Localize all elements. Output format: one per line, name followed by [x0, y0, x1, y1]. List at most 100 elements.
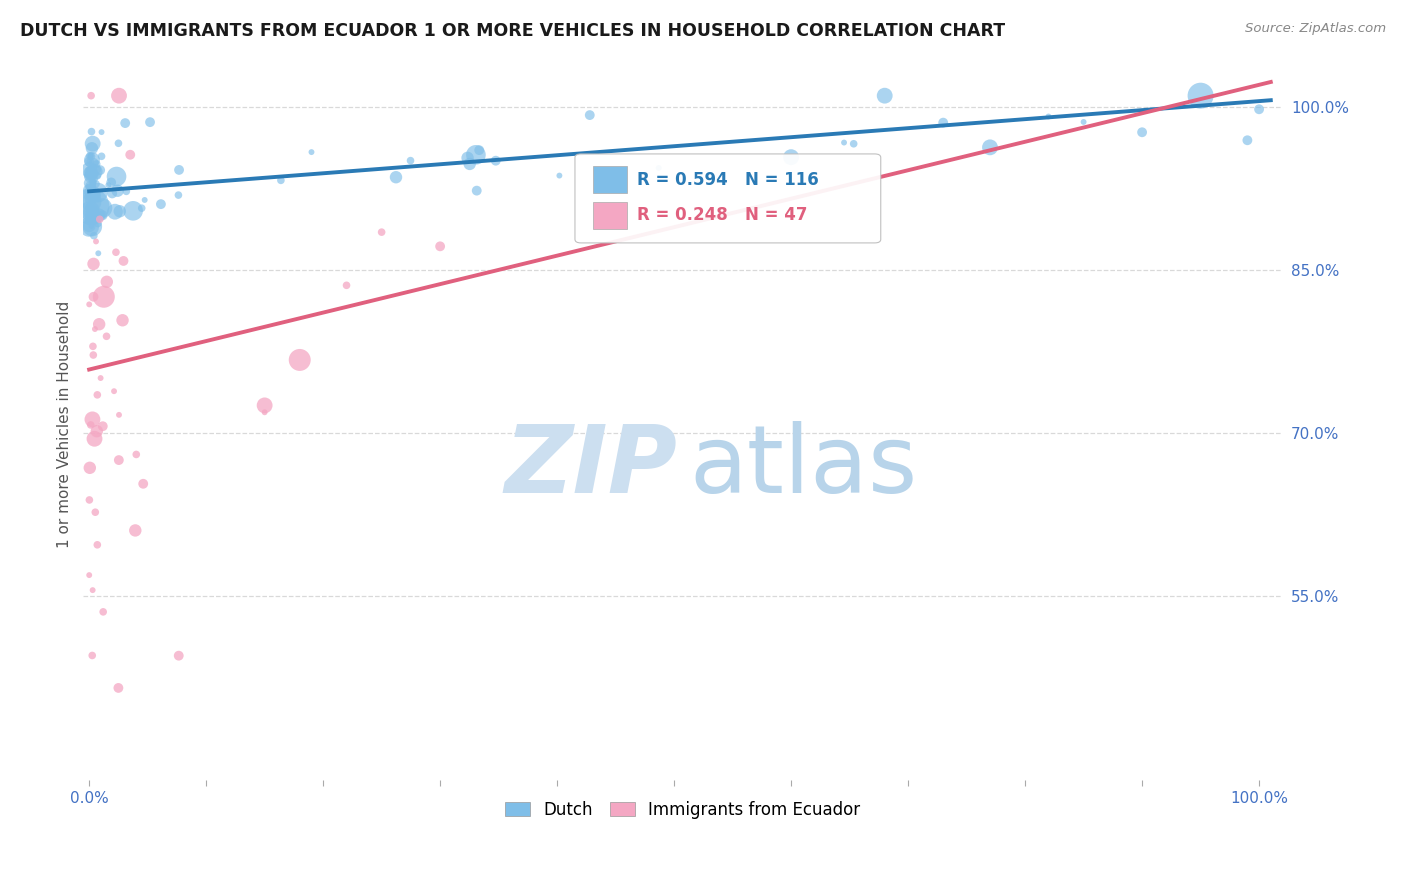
- Point: [91, 208, 114, 222]
- Point: [77, 184, 100, 198]
- Point: [90, 125, 112, 139]
- Point: [105, 169, 128, 184]
- Point: [77, 168, 100, 182]
- Point: [86, 538, 108, 552]
- Point: [77, 183, 100, 197]
- Point: [84, 505, 107, 519]
- Point: [77, 219, 100, 234]
- Point: [270, 173, 292, 187]
- Point: [77, 568, 100, 582]
- Point: [77, 180, 100, 194]
- Point: [83, 432, 105, 446]
- Point: [86, 424, 108, 438]
- Point: [86, 169, 108, 183]
- Point: [107, 184, 129, 198]
- Y-axis label: 1 or more Vehicles in Household: 1 or more Vehicles in Household: [58, 301, 72, 548]
- Point: [83, 290, 105, 304]
- Point: [82, 648, 104, 663]
- Point: [80, 417, 103, 432]
- Point: [83, 165, 105, 179]
- Point: [80, 141, 103, 155]
- Point: [82, 178, 104, 193]
- Point: [91, 201, 114, 215]
- Point: [77, 200, 100, 214]
- Point: [385, 170, 408, 185]
- Point: [77, 214, 100, 228]
- Point: [107, 681, 129, 695]
- Point: [82, 194, 104, 209]
- Point: [485, 153, 508, 168]
- Point: [253, 405, 276, 419]
- Point: [87, 186, 110, 200]
- Point: [167, 162, 190, 177]
- Point: [832, 136, 855, 150]
- Point: [77, 186, 100, 201]
- Point: [93, 290, 115, 304]
- Point: [79, 190, 101, 204]
- Point: [79, 149, 101, 163]
- Point: [108, 408, 131, 422]
- Point: [79, 198, 101, 212]
- Point: [77, 201, 100, 215]
- Point: [87, 217, 110, 231]
- Point: [134, 193, 156, 207]
- Point: [100, 176, 122, 190]
- Point: [115, 185, 138, 199]
- Point: [780, 150, 803, 164]
- Point: [79, 219, 101, 233]
- Point: [1189, 88, 1212, 103]
- Point: [97, 178, 120, 192]
- Point: [96, 329, 118, 343]
- Point: [79, 193, 101, 207]
- Point: [80, 166, 103, 180]
- Point: [104, 204, 127, 219]
- Point: [80, 149, 103, 163]
- Point: [80, 205, 103, 219]
- Point: [82, 412, 104, 426]
- Point: [370, 225, 392, 239]
- Point: [79, 204, 101, 219]
- Point: [458, 157, 481, 171]
- Point: [82, 583, 104, 598]
- Point: [253, 398, 276, 412]
- Point: [1038, 110, 1060, 124]
- Point: [80, 199, 103, 213]
- Point: [465, 184, 488, 198]
- Point: [79, 154, 101, 169]
- FancyBboxPatch shape: [593, 202, 627, 228]
- Point: [335, 278, 357, 293]
- Point: [80, 204, 103, 219]
- Point: [399, 153, 422, 168]
- Point: [83, 156, 105, 170]
- Point: [77, 154, 100, 169]
- Point: [90, 371, 112, 385]
- Point: [464, 148, 486, 162]
- Point: [82, 219, 104, 234]
- Point: [120, 147, 142, 161]
- Point: [108, 204, 131, 219]
- Point: [122, 203, 145, 218]
- Point: [108, 453, 131, 467]
- Text: atlas: atlas: [689, 421, 917, 513]
- Point: [79, 492, 101, 507]
- Point: [932, 115, 955, 129]
- Text: Source: ZipAtlas.com: Source: ZipAtlas.com: [1246, 22, 1386, 36]
- Point: [167, 188, 190, 202]
- Point: [79, 169, 101, 183]
- Point: [114, 116, 136, 130]
- Point: [301, 145, 323, 160]
- Point: [82, 186, 104, 201]
- Point: [1130, 125, 1153, 139]
- Point: [89, 317, 111, 331]
- Point: [84, 167, 107, 181]
- Point: [132, 476, 155, 491]
- Text: ZIP: ZIP: [503, 421, 676, 513]
- Point: [79, 176, 101, 190]
- Text: DUTCH VS IMMIGRANTS FROM ECUADOR 1 OR MORE VEHICLES IN HOUSEHOLD CORRELATION CHA: DUTCH VS IMMIGRANTS FROM ECUADOR 1 OR MO…: [20, 22, 1005, 40]
- Point: [84, 177, 107, 191]
- Point: [457, 151, 479, 165]
- Point: [82, 172, 104, 186]
- Point: [108, 88, 131, 103]
- Point: [79, 166, 101, 180]
- Point: [873, 88, 896, 103]
